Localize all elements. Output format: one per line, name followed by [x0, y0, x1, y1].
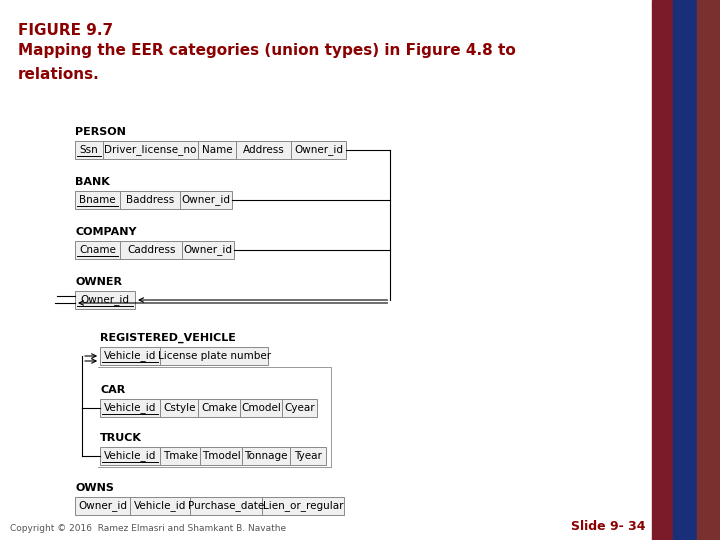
- Text: Caddress: Caddress: [127, 245, 176, 255]
- Text: Purchase_date: Purchase_date: [188, 501, 264, 511]
- Bar: [120, 191, 180, 209]
- Text: Tmodel: Tmodel: [202, 451, 240, 461]
- Bar: [180, 191, 233, 209]
- Text: Owner_id: Owner_id: [184, 245, 233, 255]
- Text: License plate number: License plate number: [158, 351, 271, 361]
- Text: relations.: relations.: [18, 67, 100, 82]
- Text: Owner_id: Owner_id: [81, 294, 130, 306]
- Bar: [100, 347, 160, 365]
- Text: Cmake: Cmake: [201, 403, 237, 413]
- Text: Address: Address: [243, 145, 284, 155]
- Bar: [75, 141, 103, 159]
- Text: Cstyle: Cstyle: [163, 403, 195, 413]
- Bar: [292, 141, 346, 159]
- Text: Lien_or_regular: Lien_or_regular: [263, 501, 343, 511]
- Bar: [198, 399, 240, 417]
- Text: FIGURE 9.7: FIGURE 9.7: [18, 23, 113, 38]
- Text: CAR: CAR: [100, 385, 125, 395]
- Text: BANK: BANK: [75, 177, 110, 187]
- Bar: [698, 0, 720, 540]
- Bar: [198, 141, 236, 159]
- Bar: [242, 447, 290, 465]
- Text: Tmake: Tmake: [163, 451, 197, 461]
- Text: TRUCK: TRUCK: [100, 433, 142, 443]
- Text: Slide 9- 34: Slide 9- 34: [570, 520, 645, 533]
- Bar: [262, 497, 344, 515]
- Text: OWNS: OWNS: [75, 483, 114, 493]
- Bar: [120, 241, 182, 259]
- Bar: [75, 291, 135, 309]
- Bar: [103, 141, 198, 159]
- Text: COMPANY: COMPANY: [75, 227, 137, 237]
- Text: Copyright © 2016  Ramez Elmasri and Shamkant B. Navathe: Copyright © 2016 Ramez Elmasri and Shamk…: [10, 524, 286, 533]
- Text: Owner_id: Owner_id: [294, 145, 343, 156]
- Bar: [100, 399, 160, 417]
- Bar: [240, 399, 282, 417]
- Bar: [130, 497, 190, 515]
- Text: Ssn: Ssn: [80, 145, 99, 155]
- Text: Vehicle_id: Vehicle_id: [134, 501, 186, 511]
- Bar: [282, 399, 318, 417]
- Text: Driver_license_no: Driver_license_no: [104, 145, 197, 156]
- Bar: [160, 347, 269, 365]
- Bar: [75, 241, 120, 259]
- Bar: [290, 447, 326, 465]
- Bar: [160, 399, 198, 417]
- Bar: [75, 191, 120, 209]
- Bar: [75, 497, 130, 515]
- Text: OWNER: OWNER: [75, 277, 122, 287]
- Bar: [236, 141, 292, 159]
- Text: Vehicle_id: Vehicle_id: [104, 450, 156, 462]
- Text: Vehicle_id: Vehicle_id: [104, 350, 156, 361]
- Bar: [160, 447, 200, 465]
- Text: Baddress: Baddress: [126, 195, 174, 205]
- Text: Tonnage: Tonnage: [245, 451, 288, 461]
- Text: REGISTERED_VEHICLE: REGISTERED_VEHICLE: [100, 333, 236, 343]
- Bar: [200, 447, 242, 465]
- Bar: [673, 0, 698, 540]
- Bar: [190, 497, 262, 515]
- Text: Cyear: Cyear: [284, 403, 315, 413]
- Text: Vehicle_id: Vehicle_id: [104, 402, 156, 414]
- Text: Cname: Cname: [79, 245, 116, 255]
- Text: Owner_id: Owner_id: [181, 194, 230, 205]
- Text: Tyear: Tyear: [294, 451, 323, 461]
- Text: Owner_id: Owner_id: [78, 501, 127, 511]
- Text: Mapping the EER categories (union types) in Figure 4.8 to: Mapping the EER categories (union types)…: [18, 43, 516, 58]
- Bar: [182, 241, 234, 259]
- Bar: [100, 447, 160, 465]
- Text: PERSON: PERSON: [75, 127, 126, 137]
- Text: Name: Name: [202, 145, 233, 155]
- Text: Cmodel: Cmodel: [241, 403, 282, 413]
- Text: Bname: Bname: [79, 195, 116, 205]
- Bar: [652, 0, 673, 540]
